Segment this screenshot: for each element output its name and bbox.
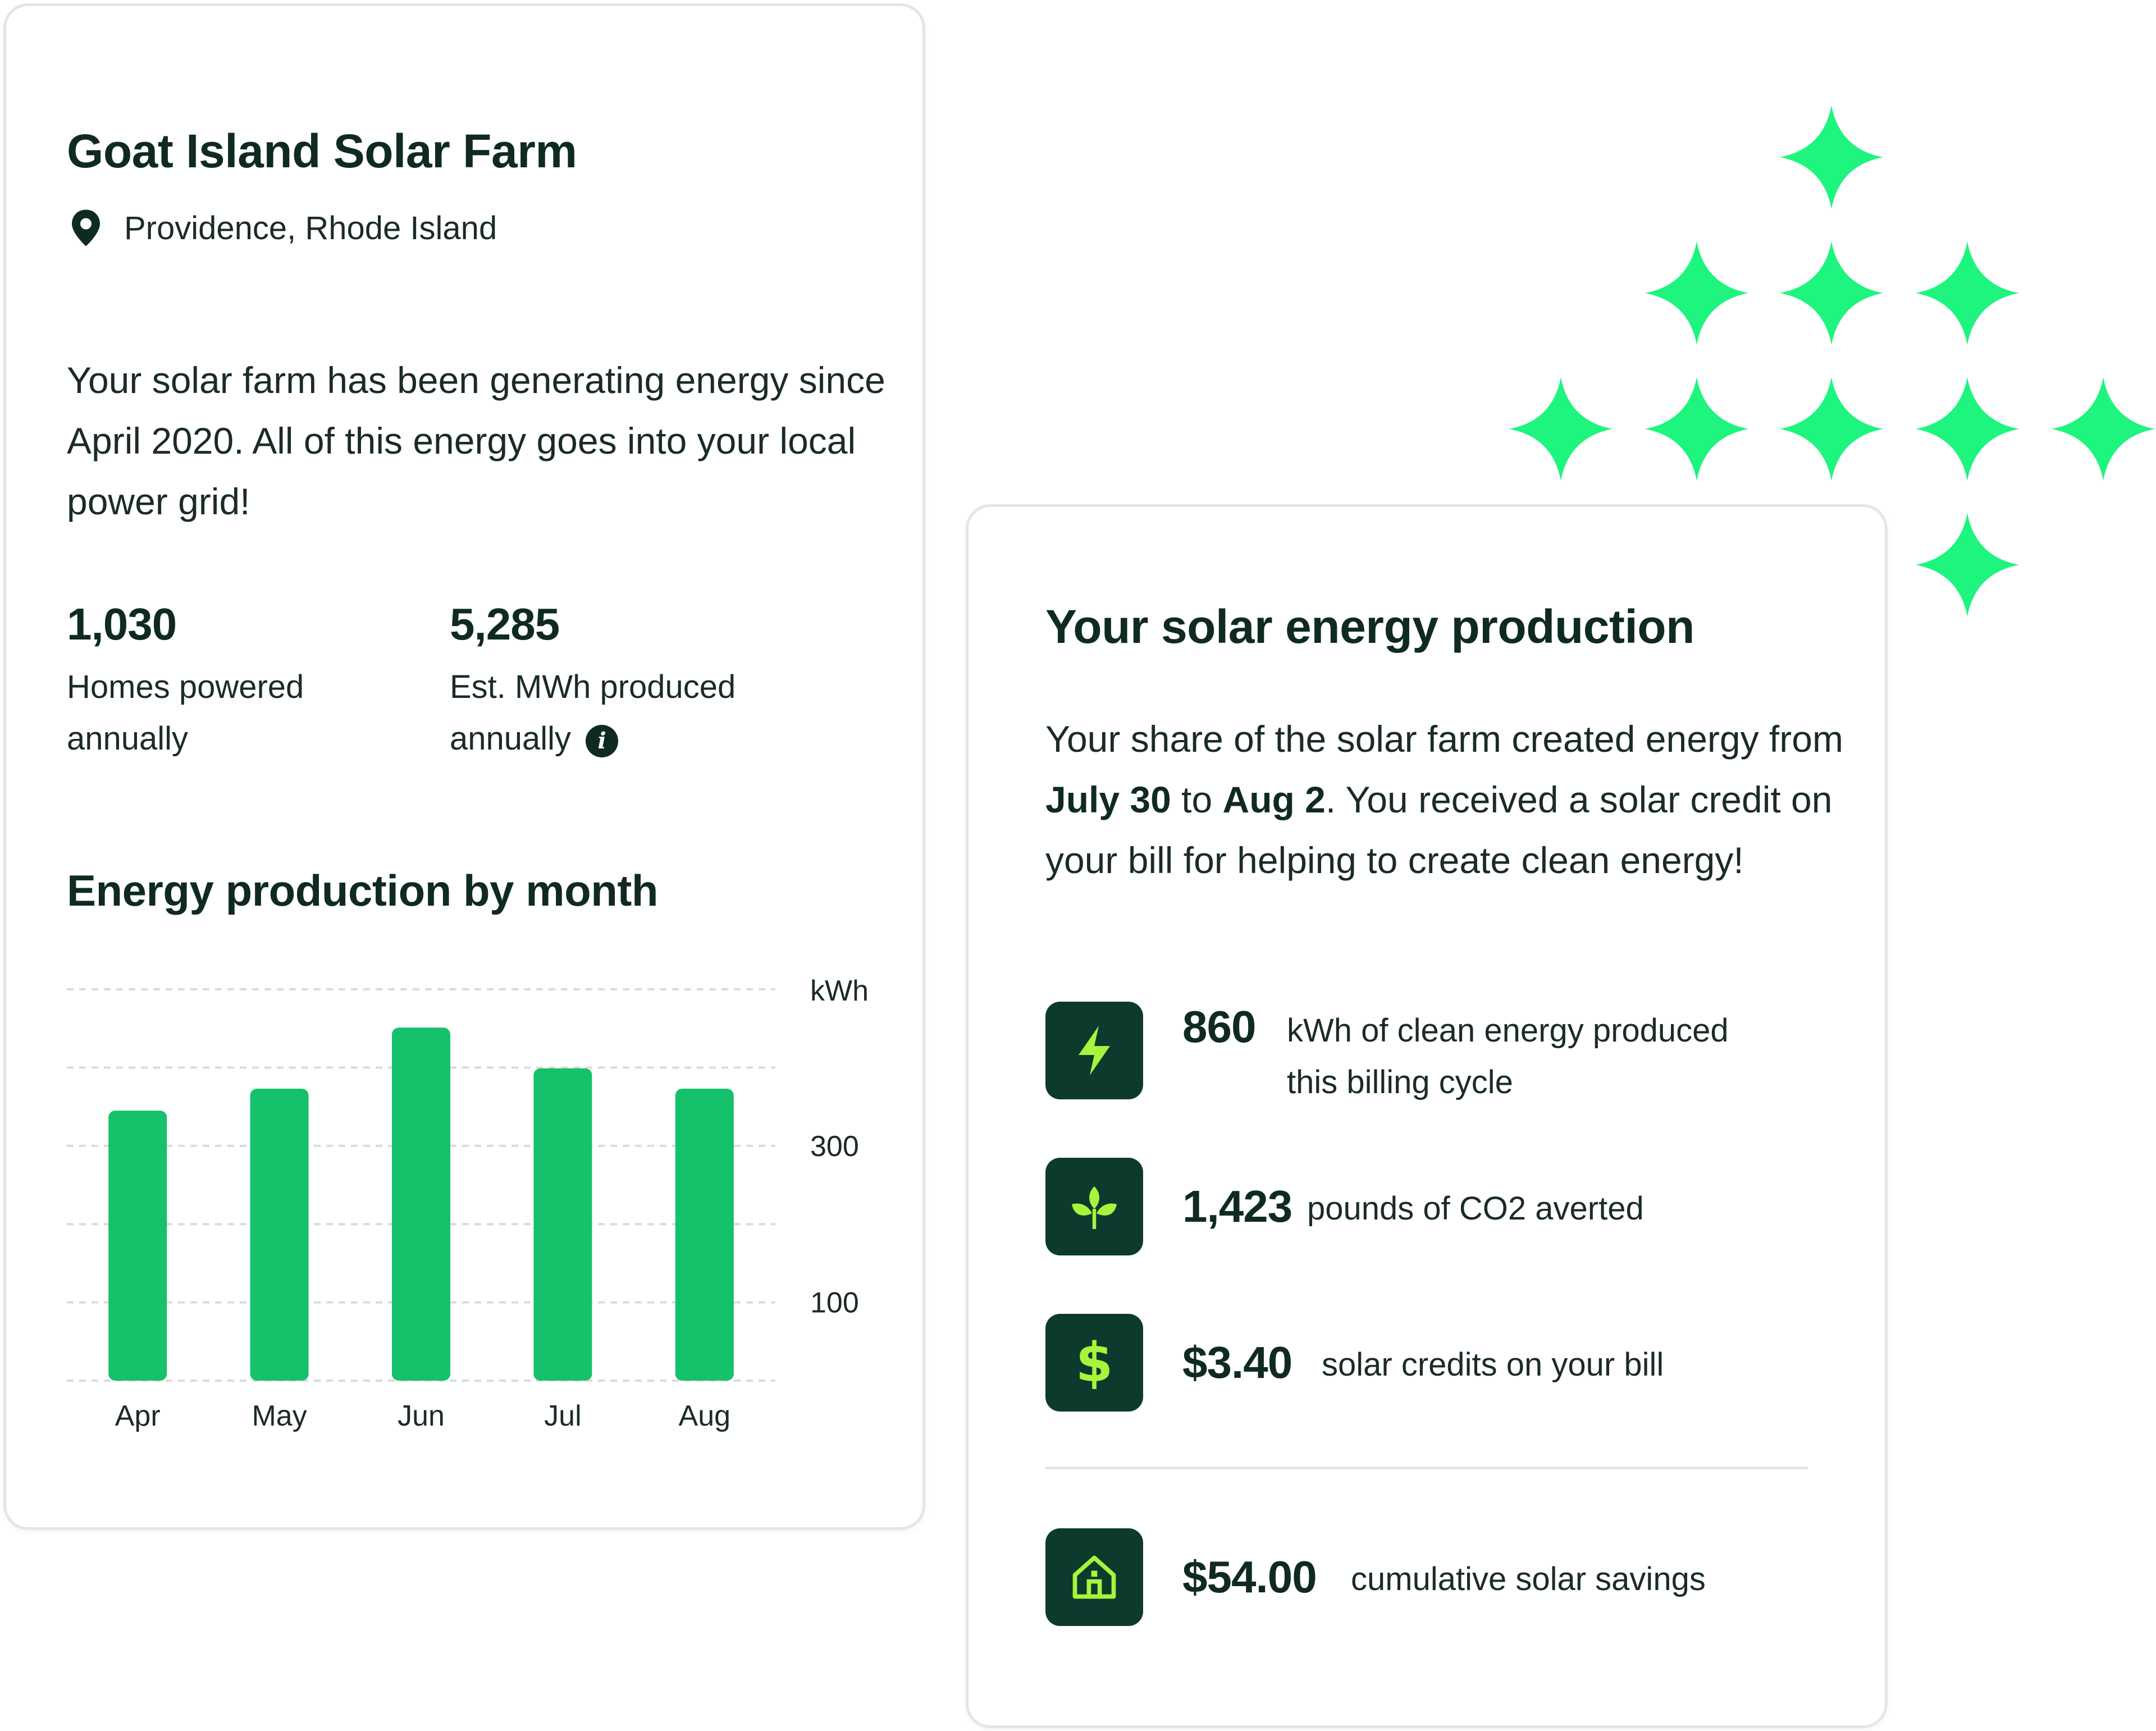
x-tick-label: Jul (544, 1400, 581, 1432)
sparkle-icon (1916, 241, 2019, 345)
lightning-icon (1079, 1026, 1110, 1075)
date-start: July 30 (1045, 779, 1171, 820)
sparkle-icon (2052, 377, 2155, 481)
bar-jun (392, 1027, 450, 1381)
x-tick-label: May (252, 1400, 307, 1432)
date-end: Aug 2 (1222, 779, 1326, 820)
x-tick-label: Apr (115, 1400, 161, 1432)
x-tick-label: Aug (679, 1400, 731, 1432)
y-axis-unit-label: kWh (810, 975, 869, 1007)
metric-text-co2: pounds of CO2 averted (1307, 1190, 1644, 1227)
stat-label: Homes powered annually (67, 669, 304, 757)
metric-text-energy: kWh of clean energy produced this billin… (1287, 1012, 1729, 1100)
bar-jul (533, 1068, 592, 1381)
metric-tile-savings (1045, 1528, 1143, 1626)
metric-tile-energy (1045, 1002, 1143, 1099)
stat-mwh-produced: 5,285 Est. MWh produced annually i (450, 599, 736, 765)
metric-text-credits: solar credits on your bill (1322, 1346, 1664, 1383)
stat-label: Est. MWh produced annually i (450, 669, 736, 757)
stat-value: 1,030 (67, 599, 177, 649)
metric-tile-co2 (1045, 1158, 1143, 1255)
location-pin-icon (72, 209, 100, 246)
farm-title: Goat Island Solar Farm (67, 125, 577, 177)
sparkle-icon (1780, 241, 1883, 345)
metric-value-credits: $3.40 (1182, 1337, 1292, 1387)
chart-title: Energy production by month (67, 866, 659, 915)
info-icon[interactable]: i (586, 724, 619, 757)
savings-value: $54.00 (1182, 1552, 1317, 1602)
sparkle-icon (1780, 106, 1883, 209)
sparkle-icon (1645, 241, 1748, 345)
savings-text: cumulative solar savings (1351, 1561, 1706, 1597)
leaf-icon (1072, 1186, 1117, 1229)
farm-location: Providence, Rhode Island (124, 210, 497, 246)
x-tick-label: Jun (398, 1400, 445, 1432)
sparkle-icon (1916, 513, 2019, 616)
energy-bar-chart: kWh 300 100 Apr May Jun Jul Aug (67, 975, 869, 1432)
metric-tile-credits: $ (1045, 1314, 1143, 1412)
sparkle-icon (1780, 377, 1883, 481)
y-tick-label: 300 (810, 1130, 859, 1163)
divider (1045, 1467, 1808, 1469)
sparkle-icon (1645, 377, 1748, 481)
production-description: Your share of the solar farm created ene… (1045, 718, 1843, 881)
solar-farm-card: Goat Island Solar Farm Providence, Rhode… (3, 3, 925, 1530)
bar-aug (675, 1089, 734, 1381)
bar-apr (108, 1111, 167, 1381)
metric-value-co2: 1,423 (1182, 1181, 1292, 1231)
stat-value: 5,285 (450, 599, 560, 649)
energy-production-card (966, 504, 1888, 1728)
production-title: Your solar energy production (1045, 600, 1694, 653)
bar-may (250, 1089, 309, 1381)
stat-homes-powered: 1,030 Homes powered annually (67, 599, 304, 765)
y-tick-label: 100 (810, 1287, 859, 1319)
dollar-icon: $ (1075, 1331, 1113, 1394)
metric-value-energy: 860 (1182, 1002, 1256, 1052)
sparkle-icon (1509, 377, 1613, 481)
sparkle-icon (1916, 377, 2019, 481)
farm-description: Your solar farm has been generating ener… (67, 359, 885, 522)
house-icon (1072, 1555, 1116, 1599)
